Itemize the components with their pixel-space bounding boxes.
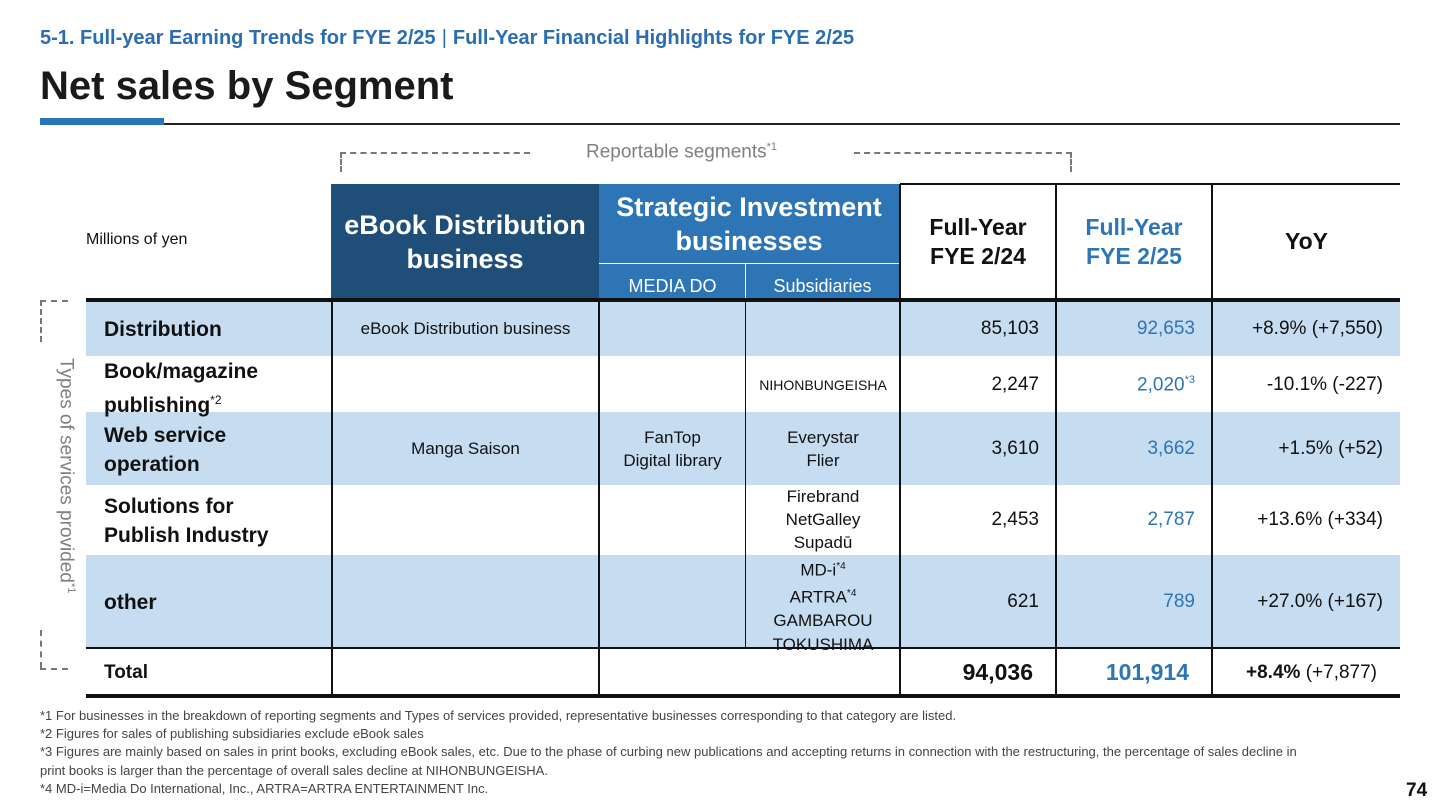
solutions-fy25: 2,787 [1147,509,1195,530]
types-of-services-label: Types of services provided*1 [55,358,77,594]
footnote-3a: *3 Figures are mainly based on sales in … [40,744,1297,759]
row-label-web: Web service operation [104,424,227,476]
row-band-web [86,412,1400,485]
header-bottom-line [86,298,1400,302]
breadcrumb: 5-1. Full-year Earning Trends for FYE 2/… [40,27,854,50]
publishing-subsidiaries-cell: NIHONBUNGEISHA [759,377,887,393]
web-fy25: 3,662 [1147,438,1195,459]
footnote-3b: print books is larger than the percentag… [40,763,548,778]
distribution-fy24: 85,103 [980,318,1039,339]
types-bracket-top [40,300,68,302]
total-fy25: 101,914 [1105,659,1189,685]
publishing-fy25: 2,020*3 [1137,374,1195,396]
publishing-fy24: 2,247 [991,374,1039,395]
breadcrumb-section: 5-1. Full-year Earning Trends for FYE 2/… [40,27,436,49]
page-number: 74 [1406,780,1428,801]
table-bottom-line [86,694,1400,698]
total-top-line [86,647,1400,649]
page-title: Net sales by Segment [40,64,454,108]
fy25-header: Full-Year FYE 2/25 [1085,213,1183,269]
col-line-4 [899,184,901,696]
strategic-header-divider [599,263,899,264]
col-line-3 [745,300,746,649]
solutions-fy24: 2,453 [991,509,1039,530]
other-fy24: 621 [1007,591,1039,612]
strategic-investment-header: Strategic Investment businesses [599,184,899,263]
reportable-segments-label: Reportable segments*1 [586,141,778,163]
title-accent-bar [40,118,164,125]
title-divider [40,123,1400,125]
distribution-yoy: +8.9% (+7,550) [1252,318,1383,339]
reportable-bracket-right [854,152,1072,154]
web-subsidiaries-cell: Everystar Flier [787,428,859,470]
web-mediado-cell: FanTop Digital library [623,428,722,470]
total-yoy: +8.4% (+7,877) [1246,662,1377,683]
reportable-bracket-left [340,152,530,154]
types-bracket-bottom [40,668,68,670]
footnote-4: *4 MD-i=Media Do International, Inc., AR… [40,781,489,796]
col-line-2 [598,300,600,696]
row-label-publishing: Book/magazine publishing*2 [104,360,259,417]
web-fy24: 3,610 [991,438,1039,459]
row-label-total: Total [104,662,148,683]
units-label: Millions of yen [86,231,188,248]
mediado-subheader: MEDIA DO [599,263,746,299]
footnote-2: *2 Figures for sales of publishing subsi… [40,726,424,741]
row-band-distribution [86,301,1400,356]
col-line-1 [331,300,333,696]
web-ebook-cell: Manga Saison [411,439,520,458]
distribution-fy25: 92,653 [1136,318,1195,339]
row-label-solutions: Solutions for Publish Industry [104,495,269,547]
subheader-divider [745,263,746,299]
solutions-subsidiaries-cell: Firebrand NetGalley Supadū [785,487,861,552]
col-line-6 [1211,184,1213,696]
row-label-distribution: Distribution [104,318,222,341]
distribution-ebook-cell: eBook Distribution business [360,319,571,338]
other-yoy: +27.0% (+167) [1257,591,1383,612]
footnote-1: *1 For businesses in the breakdown of re… [40,708,957,723]
ebook-distribution-header: eBook Distribution business [331,184,599,299]
row-band-other [86,555,1400,648]
breadcrumb-separator: | [441,27,447,49]
web-yoy: +1.5% (+52) [1278,438,1383,459]
types-bracket-top-tick [40,300,42,342]
breadcrumb-subsection: Full-Year Financial Highlights for FYE 2… [452,27,855,49]
reportable-bracket-left-tick [340,152,342,172]
types-bracket-bottom-tick [40,630,42,668]
solutions-yoy: +13.6% (+334) [1257,509,1383,530]
publishing-yoy: -10.1% (-227) [1266,374,1383,395]
other-subsidiaries-cell: MD-i*4 ARTRA*4 GAMBAROU TOKUSHIMA [772,560,874,654]
col-line-5 [1055,184,1057,696]
fy24-header: Full-Year FYE 2/24 [929,213,1027,269]
other-fy25: 789 [1163,591,1195,612]
reportable-bracket-right-tick [1070,152,1072,172]
subsidiaries-subheader: Subsidiaries [746,263,899,299]
row-label-other: other [104,591,157,614]
header-top-line [900,183,1400,185]
total-fy24: 94,036 [962,659,1033,685]
yoy-header: YoY [1284,228,1329,254]
